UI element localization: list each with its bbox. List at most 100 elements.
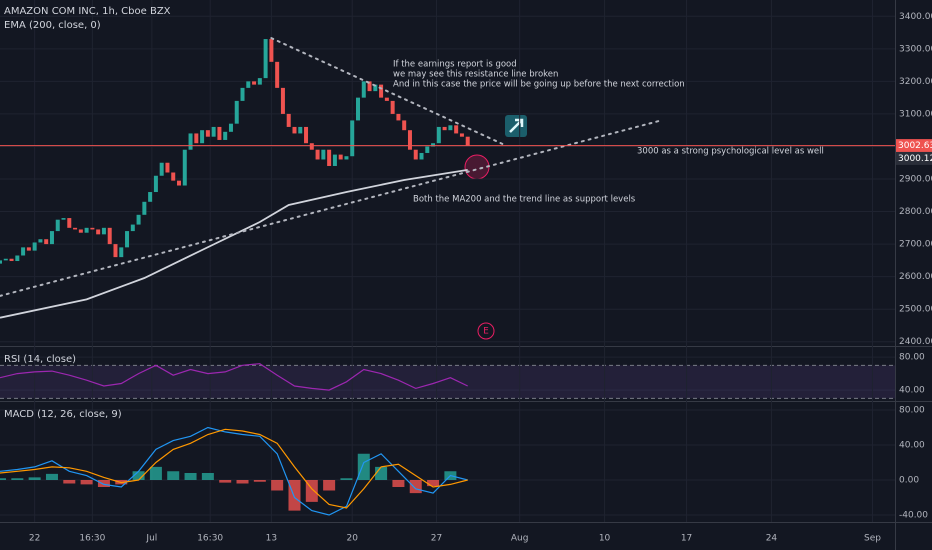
rsi-line (0, 363, 468, 391)
x-tick-label: 24 (766, 534, 778, 544)
candle (0, 260, 2, 264)
histogram-bar (149, 466, 162, 480)
marks-layer (0, 37, 895, 516)
histogram-bar (45, 473, 58, 480)
candle (223, 131, 228, 140)
histogram-bar (427, 480, 440, 487)
candle (148, 192, 153, 202)
histogram-bar (392, 480, 405, 487)
candle (315, 149, 320, 160)
macd-line (0, 426, 468, 516)
candle (125, 231, 130, 248)
candle (9, 258, 14, 262)
x-tick-label: 17 (681, 534, 692, 544)
candle (384, 97, 389, 101)
candle (136, 214, 141, 225)
y-tick-label: 2400.00 (899, 337, 932, 347)
candle (78, 229, 83, 233)
candle (67, 218, 72, 228)
x-tick-label: 20 (346, 534, 358, 544)
candle (15, 255, 20, 262)
histogram-bar (340, 478, 353, 480)
x-tick-label: Sep (864, 534, 881, 544)
candle (21, 247, 26, 256)
candle (3, 258, 8, 261)
y-tick-label: 2700.00 (899, 240, 932, 250)
candle (96, 229, 101, 235)
histogram-bar (28, 477, 41, 480)
candle (61, 218, 66, 220)
x-tick-label: 13 (266, 534, 277, 544)
trend-line (270, 37, 507, 147)
y-tick-label: 2800.00 (899, 207, 932, 217)
annotation: Both the MA200 and the trend line as sup… (413, 195, 636, 205)
candle (217, 126, 222, 140)
candle (228, 123, 233, 132)
candle (356, 97, 360, 121)
candle (38, 239, 43, 243)
candle (344, 156, 349, 160)
candle (55, 219, 60, 232)
histogram-bar (63, 480, 76, 484)
annotation: 3000 as a strong psychological level as … (637, 147, 824, 157)
histogram-bar (201, 473, 214, 480)
y-tick-label: 40.00 (899, 386, 925, 396)
ema-line (0, 169, 468, 319)
candle (211, 126, 216, 137)
candle (419, 152, 424, 160)
candle (165, 162, 170, 173)
y-tick-label: 0.00 (899, 476, 919, 486)
candle (26, 247, 31, 251)
candle (396, 113, 401, 121)
histogram-bar (271, 480, 284, 491)
event-marker (477, 322, 495, 340)
candle (442, 126, 447, 131)
price-label-box (896, 139, 932, 153)
trend-line (0, 119, 664, 297)
candle (252, 81, 257, 85)
candle (188, 133, 193, 150)
pane-title: MACD (12, 26, close, 9) (4, 409, 122, 420)
candle (350, 120, 355, 157)
histogram-bar (97, 480, 110, 487)
candle (182, 149, 187, 186)
indicator-legend: EMA (200, close, 0) (4, 20, 101, 31)
histogram-bar (375, 466, 388, 480)
histogram-bar (219, 480, 232, 483)
candle (119, 247, 124, 258)
histogram-bar (357, 453, 370, 480)
x-tick-label: 22 (29, 534, 40, 544)
highlight-circle (464, 154, 490, 180)
price-label: 3000.12 (898, 154, 932, 164)
x-tick-label: 16:30 (197, 534, 223, 544)
candle (130, 224, 135, 232)
pane-title: AMAZON COM INC, 1h, Cboe BZX (4, 6, 171, 17)
grid-layer (0, 0, 895, 522)
candle (275, 61, 280, 88)
candle (407, 130, 412, 150)
event-label: E (483, 327, 489, 337)
candle (177, 180, 181, 186)
candle (304, 126, 309, 144)
candle (321, 149, 326, 160)
histogram-bar (323, 480, 336, 491)
y-tick-label: -40.00 (899, 511, 928, 521)
histogram-bar (132, 471, 145, 480)
candle (84, 227, 89, 233)
x-tick-label: 16:30 (79, 534, 105, 544)
candle (413, 149, 418, 160)
candle (269, 39, 274, 62)
candle (280, 87, 285, 114)
x-tick-label: Aug (511, 534, 529, 544)
candle (448, 125, 453, 131)
candle (153, 175, 158, 193)
x-tick-label: 27 (431, 534, 442, 544)
candle (332, 154, 337, 166)
candle (367, 81, 372, 92)
y-tick-label: 3300.00 (899, 44, 932, 54)
candle (101, 227, 106, 235)
candle (425, 146, 430, 153)
candle (263, 39, 268, 79)
histogram-bar (11, 478, 24, 480)
